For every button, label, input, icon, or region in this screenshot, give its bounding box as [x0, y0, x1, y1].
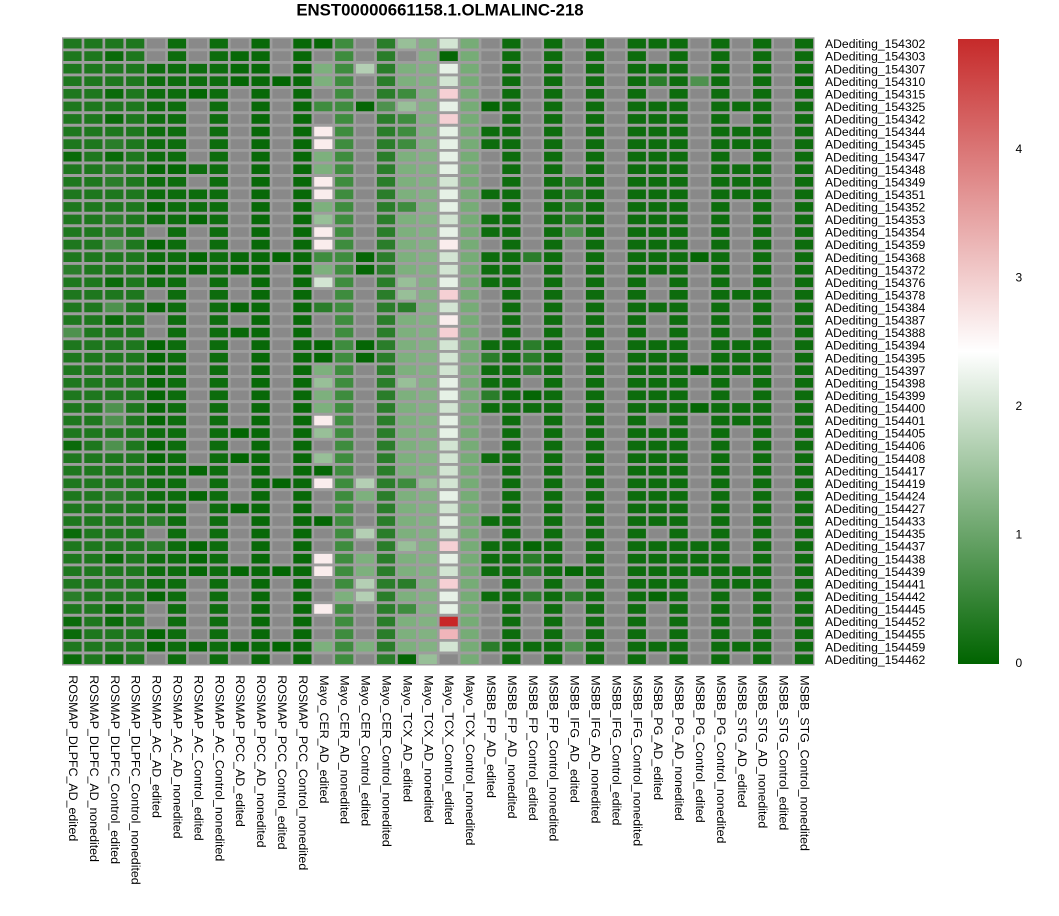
svg-text:ADediting_154359: ADediting_154359	[825, 238, 926, 252]
svg-text:ADediting_154442: ADediting_154442	[825, 590, 926, 604]
svg-text:ADediting_154344: ADediting_154344	[825, 125, 926, 139]
svg-text:ADediting_154417: ADediting_154417	[825, 464, 926, 478]
svg-text:ADediting_154395: ADediting_154395	[825, 351, 926, 365]
svg-text:ADediting_154325: ADediting_154325	[825, 100, 926, 114]
svg-text:MSBB_PG_AD_nonedited: MSBB_PG_AD_nonedited	[672, 675, 686, 820]
svg-text:ROSMAP_DLPFC_Control_nonedited: ROSMAP_DLPFC_Control_nonedited	[129, 675, 143, 884]
svg-text:ADediting_154353: ADediting_154353	[825, 213, 926, 227]
svg-text:ADediting_154406: ADediting_154406	[825, 439, 926, 453]
svg-text:ADediting_154445: ADediting_154445	[825, 603, 926, 617]
svg-text:MSBB_STG_Control_edited: MSBB_STG_Control_edited	[777, 675, 791, 830]
svg-text:ADediting_154424: ADediting_154424	[825, 490, 926, 504]
svg-text:0: 0	[1016, 656, 1023, 670]
svg-text:ADediting_154387: ADediting_154387	[825, 314, 926, 328]
svg-text:ADediting_154435: ADediting_154435	[825, 527, 926, 541]
svg-text:ROSMAP_PCC_AD_nonedited: ROSMAP_PCC_AD_nonedited	[254, 675, 268, 847]
svg-text:ADediting_154307: ADediting_154307	[825, 62, 926, 76]
svg-text:ROSMAP_AC_Control_edited: ROSMAP_AC_Control_edited	[191, 675, 205, 840]
svg-text:ADediting_154462: ADediting_154462	[825, 653, 926, 667]
svg-text:ADediting_154347: ADediting_154347	[825, 150, 926, 164]
svg-text:ADediting_154397: ADediting_154397	[825, 364, 926, 378]
svg-text:MSBB_IFG_Control_nonedited: MSBB_IFG_Control_nonedited	[630, 675, 644, 846]
svg-text:ADediting_154345: ADediting_154345	[825, 138, 926, 152]
svg-text:ADediting_154388: ADediting_154388	[825, 326, 926, 340]
svg-text:ADediting_154351: ADediting_154351	[825, 188, 926, 202]
svg-text:ADediting_154437: ADediting_154437	[825, 540, 926, 554]
svg-text:Mayo_CER_AD_nonedited: Mayo_CER_AD_nonedited	[338, 675, 352, 824]
svg-text:MSBB_FP_AD_nonedited: MSBB_FP_AD_nonedited	[505, 675, 519, 818]
svg-text:ADediting_154408: ADediting_154408	[825, 452, 926, 466]
svg-text:Mayo_TCX_Control_nonedited: Mayo_TCX_Control_nonedited	[463, 675, 477, 845]
svg-text:MSBB_STG_AD_edited: MSBB_STG_AD_edited	[735, 675, 749, 807]
svg-text:MSBB_FP_Control_nonedited: MSBB_FP_Control_nonedited	[547, 675, 561, 841]
svg-text:ADediting_154310: ADediting_154310	[825, 75, 926, 89]
svg-text:MSBB_FP_AD_edited: MSBB_FP_AD_edited	[484, 675, 498, 798]
svg-text:ROSMAP_AC_Control_nonedited: ROSMAP_AC_Control_nonedited	[212, 675, 226, 861]
svg-text:Mayo_TCX_AD_edited: Mayo_TCX_AD_edited	[400, 675, 414, 802]
svg-text:ADediting_154302: ADediting_154302	[825, 37, 926, 51]
svg-text:MSBB_PG_Control_nonedited: MSBB_PG_Control_nonedited	[714, 675, 728, 843]
svg-text:MSBB_PG_Control_edited: MSBB_PG_Control_edited	[693, 675, 707, 823]
svg-text:Mayo_CER_AD_edited: Mayo_CER_AD_edited	[317, 675, 331, 803]
svg-text:ADediting_154399: ADediting_154399	[825, 389, 926, 403]
svg-text:ROSMAP_DLPFC_AD_edited: ROSMAP_DLPFC_AD_edited	[66, 675, 80, 841]
svg-text:ROSMAP_AC_AD_nonedited: ROSMAP_AC_AD_nonedited	[171, 675, 185, 838]
svg-text:ADediting_154452: ADediting_154452	[825, 615, 926, 629]
svg-text:4: 4	[1016, 142, 1023, 156]
svg-text:ADediting_154372: ADediting_154372	[825, 263, 926, 277]
svg-text:ADediting_154433: ADediting_154433	[825, 515, 926, 529]
svg-text:ADediting_154384: ADediting_154384	[825, 301, 926, 315]
svg-text:ROSMAP_AC_AD_edited: ROSMAP_AC_AD_edited	[150, 675, 164, 818]
svg-text:ADediting_154427: ADediting_154427	[825, 502, 926, 516]
svg-text:ROSMAP_PCC_Control_nonedited: ROSMAP_PCC_Control_nonedited	[296, 675, 310, 870]
svg-text:ADediting_154405: ADediting_154405	[825, 427, 926, 441]
svg-text:Mayo_TCX_AD_nonedited: Mayo_TCX_AD_nonedited	[421, 675, 435, 823]
svg-text:MSBB_IFG_AD_edited: MSBB_IFG_AD_edited	[568, 675, 582, 803]
svg-text:MSBB_IFG_AD_nonedited: MSBB_IFG_AD_nonedited	[589, 675, 603, 823]
svg-text:ADediting_154352: ADediting_154352	[825, 201, 926, 215]
svg-text:ADediting_154394: ADediting_154394	[825, 339, 926, 353]
svg-text:Mayo_TCX_Control_edited: Mayo_TCX_Control_edited	[442, 675, 456, 825]
svg-text:ADediting_154354: ADediting_154354	[825, 226, 926, 240]
svg-text:ADediting_154459: ADediting_154459	[825, 640, 926, 654]
svg-text:ROSMAP_DLPFC_AD_nonedited: ROSMAP_DLPFC_AD_nonedited	[87, 675, 101, 862]
svg-text:ENST00000661158.1.OLMALINC-218: ENST00000661158.1.OLMALINC-218	[296, 1, 583, 20]
svg-text:ADediting_154438: ADediting_154438	[825, 552, 926, 566]
svg-text:ROSMAP_DLPFC_Control_edited: ROSMAP_DLPFC_Control_edited	[108, 675, 122, 864]
svg-text:Mayo_CER_Control_edited: Mayo_CER_Control_edited	[359, 675, 373, 826]
svg-text:ADediting_154401: ADediting_154401	[825, 414, 926, 428]
svg-text:ADediting_154342: ADediting_154342	[825, 113, 926, 127]
svg-text:ADediting_154348: ADediting_154348	[825, 163, 926, 177]
svg-text:ADediting_154376: ADediting_154376	[825, 276, 926, 290]
svg-text:ADediting_154315: ADediting_154315	[825, 87, 926, 101]
svg-text:MSBB_STG_AD_nonedited: MSBB_STG_AD_nonedited	[756, 675, 770, 828]
svg-text:MSBB_PG_AD_edited: MSBB_PG_AD_edited	[651, 675, 665, 800]
svg-text:1: 1	[1016, 528, 1023, 542]
svg-text:ADediting_154419: ADediting_154419	[825, 477, 926, 491]
svg-text:MSBB_IFG_Control_edited: MSBB_IFG_Control_edited	[609, 675, 623, 825]
svg-text:ADediting_154378: ADediting_154378	[825, 289, 926, 303]
svg-text:ROSMAP_PCC_Control_edited: ROSMAP_PCC_Control_edited	[275, 675, 289, 849]
svg-text:MSBB_FP_Control_edited: MSBB_FP_Control_edited	[526, 675, 540, 820]
svg-text:Mayo_CER_Control_nonedited: Mayo_CER_Control_nonedited	[380, 675, 394, 847]
svg-text:3: 3	[1016, 270, 1023, 284]
svg-text:2: 2	[1016, 399, 1023, 413]
svg-text:MSBB_STG_Control_nonedited: MSBB_STG_Control_nonedited	[798, 675, 812, 851]
svg-text:ADediting_154398: ADediting_154398	[825, 376, 926, 390]
svg-text:ADediting_154400: ADediting_154400	[825, 402, 926, 416]
svg-text:ROSMAP_PCC_AD_edited: ROSMAP_PCC_AD_edited	[233, 675, 247, 827]
svg-text:ADediting_154439: ADediting_154439	[825, 565, 926, 579]
svg-text:ADediting_154368: ADediting_154368	[825, 251, 926, 265]
svg-text:ADediting_154455: ADediting_154455	[825, 628, 926, 642]
svg-text:ADediting_154349: ADediting_154349	[825, 175, 926, 189]
svg-text:ADediting_154303: ADediting_154303	[825, 50, 926, 64]
svg-text:ADediting_154441: ADediting_154441	[825, 577, 926, 591]
